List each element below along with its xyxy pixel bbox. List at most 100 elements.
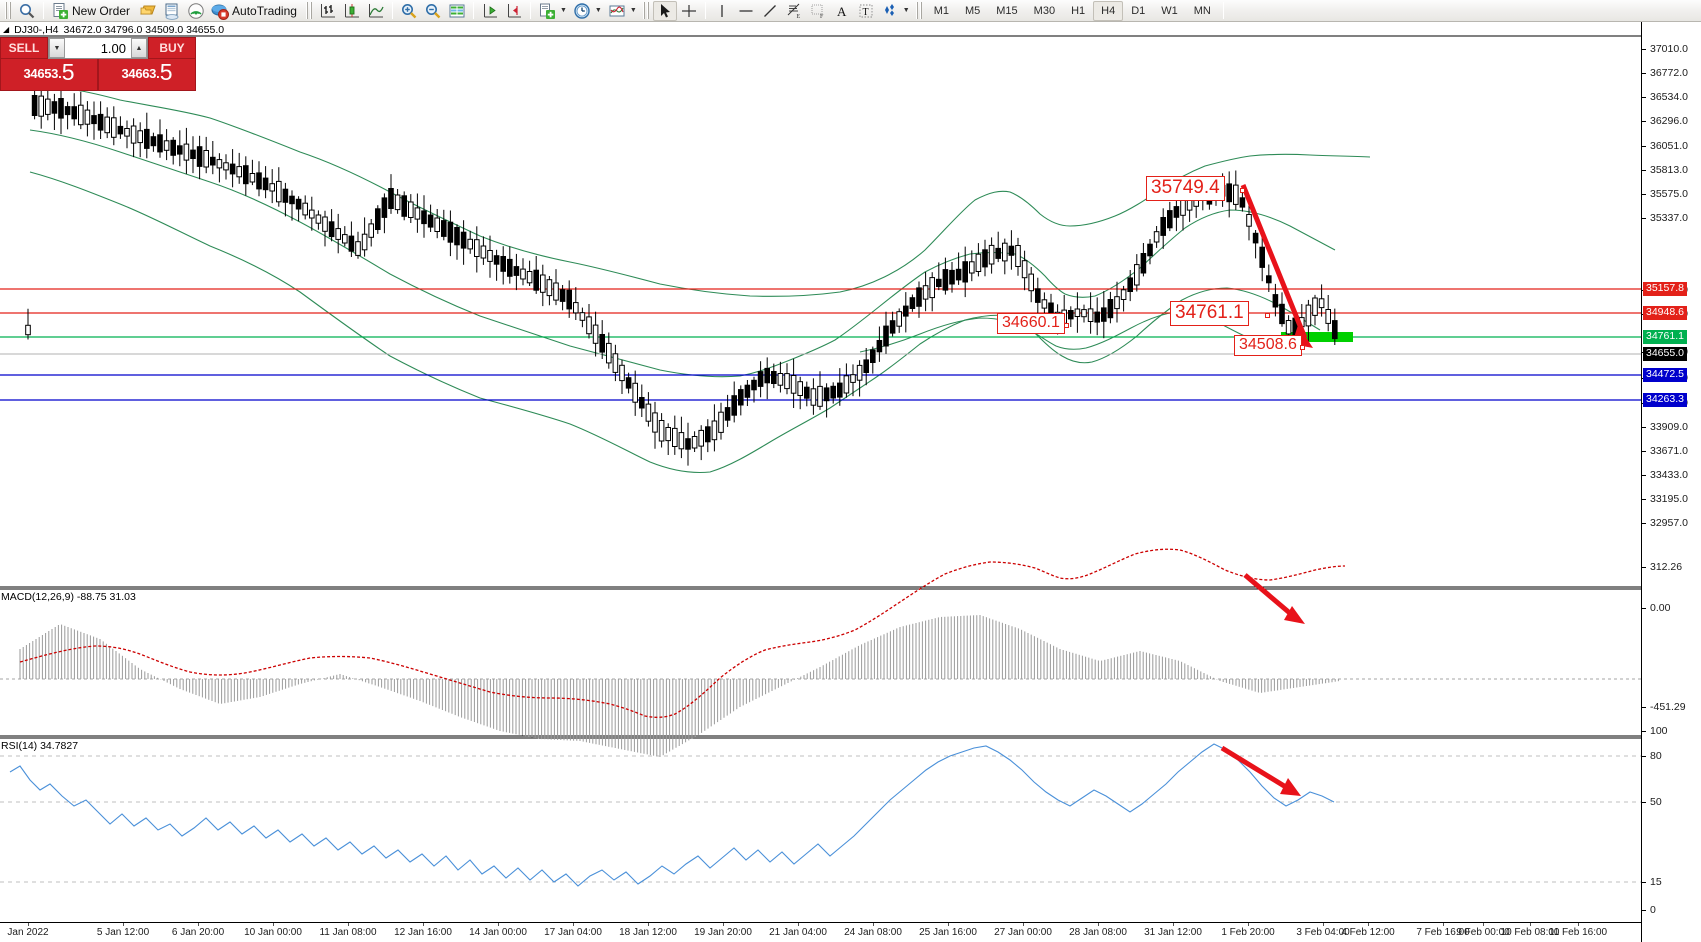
zoom-in-icon[interactable]: [397, 1, 421, 21]
annotation-34761[interactable]: 34761.1: [1170, 301, 1249, 326]
annotation-35749[interactable]: 35749.4: [1146, 176, 1225, 201]
time-tick-label: 18 Jan 12:00: [619, 927, 677, 938]
price-tick-label: 33433.0: [1650, 469, 1688, 481]
buy-price[interactable]: 34663 . 5: [98, 59, 196, 91]
bar-chart-icon[interactable]: [316, 1, 340, 21]
trend-arrow-main[interactable]: [1240, 184, 1308, 339]
autotrading-button[interactable]: AutoTrading: [208, 1, 303, 21]
line-chart-icon[interactable]: [364, 1, 388, 21]
vertical-line-icon[interactable]: [710, 1, 734, 21]
timeframe-m30[interactable]: M30: [1033, 4, 1056, 17]
chart-shift-icon[interactable]: [502, 1, 526, 21]
chevron-down-icon[interactable]: ▼: [559, 7, 567, 14]
rsi-tick-label: 80: [1650, 750, 1662, 762]
price-tick-mark: [1642, 499, 1646, 500]
candle-body: [830, 385, 837, 399]
zoom-out-icon[interactable]: [421, 1, 445, 21]
annotation-34508[interactable]: 34508.6: [1234, 335, 1302, 357]
magnifier-icon[interactable]: [15, 1, 39, 21]
one-click-trading-panel[interactable]: SELL ▼ 1.00 ▲ BUY 34653 . 5 34663 . 5: [0, 37, 196, 91]
candle-body: [302, 202, 308, 216]
price-tick-label: 35813.0: [1650, 164, 1688, 176]
trend-arrow-rsi[interactable]: [1220, 745, 1296, 795]
text-label-icon[interactable]: T: [854, 1, 878, 21]
folder-icon[interactable]: [136, 1, 160, 21]
time-tick-label: 11 Jan 08:00: [319, 927, 377, 938]
timeframe-m1[interactable]: M1: [933, 4, 949, 17]
timeframe-h1[interactable]: H1: [1071, 4, 1086, 17]
candle-body: [883, 325, 889, 347]
toolbar-grip[interactable]: [5, 2, 12, 19]
time-axis[interactable]: Jan 2022 5 Jan 12:00 6 Jan 20:00 10 Jan 00:…: [0, 922, 1641, 942]
navigator-icon[interactable]: [184, 1, 208, 21]
price-badge-35157-8[interactable]: 35157.8: [1643, 282, 1687, 296]
price-tick-mark: [1642, 427, 1646, 428]
terminal-icon[interactable]: [160, 1, 184, 21]
buy-price-separator: .: [156, 66, 160, 81]
timeframe-m5[interactable]: M5: [964, 4, 981, 17]
templates-button[interactable]: ▼: [605, 1, 640, 21]
volume-field[interactable]: ▼ 1.00 ▲: [48, 37, 148, 59]
annotation-handle-34508[interactable]: [1300, 345, 1305, 350]
fibonacci-icon[interactable]: E: [782, 1, 806, 21]
price-badge-34761-1[interactable]: 34761.1: [1643, 330, 1687, 344]
candle-body: [955, 268, 962, 281]
toolbar-grip-3[interactable]: [642, 2, 650, 19]
candlestick-chart-icon[interactable]: [340, 1, 364, 21]
sell-price[interactable]: 34653 . 5: [0, 59, 98, 91]
horizontal-line-icon[interactable]: [734, 1, 758, 21]
timeframe-m15[interactable]: M15: [996, 4, 1018, 17]
volume-value[interactable]: 1.00: [100, 40, 126, 56]
time-tick-mark: [1323, 923, 1324, 926]
timeframe-w1[interactable]: W1: [1161, 4, 1178, 17]
cursor-icon[interactable]: [652, 0, 677, 21]
macd-tick-label: -451.29: [1650, 701, 1686, 713]
chevron-down-icon-2[interactable]: ▼: [594, 7, 602, 14]
buy-button[interactable]: BUY: [148, 37, 196, 59]
candle-body: [1285, 320, 1292, 335]
demand-zone-highlight[interactable]: [1281, 332, 1353, 342]
crosshair-icon[interactable]: [677, 1, 701, 21]
annotation-handle-35749[interactable]: [1240, 188, 1245, 193]
channel-icon[interactable]: F: [806, 1, 830, 21]
price-axis[interactable]: 37010.0 36772.0 36534.0 36296.0 36051.0 35813…: [1641, 22, 1701, 942]
price-badge-34472-5[interactable]: 34472.5: [1643, 368, 1687, 382]
price-tick-label: 36772.0: [1650, 67, 1688, 79]
auto-scroll-icon[interactable]: [478, 1, 502, 21]
price-badge-34263-3[interactable]: 34263.3: [1643, 393, 1687, 407]
volume-decrement-button[interactable]: ▼: [49, 38, 65, 58]
chevron-down-icon-4[interactable]: ▼: [902, 7, 910, 14]
new-order-button[interactable]: New Order: [48, 1, 136, 21]
price-badge-34655-0[interactable]: 34655.0: [1643, 347, 1687, 361]
periods-button[interactable]: ▼: [570, 1, 605, 21]
candle-body: [348, 235, 355, 252]
timeframe-mn[interactable]: MN: [1193, 4, 1211, 17]
timeframe-h4[interactable]: H4: [1093, 0, 1124, 21]
shapes-button[interactable]: ▼: [878, 1, 913, 21]
price-badge-34948-6[interactable]: 34948.6: [1643, 306, 1687, 320]
toolbar-grip-4[interactable]: [915, 2, 923, 19]
sell-button[interactable]: SELL: [0, 37, 48, 59]
candle-body: [658, 420, 665, 442]
toolbar-grip-2[interactable]: [305, 2, 313, 19]
candle-body: [691, 436, 698, 449]
candle-body: [1160, 217, 1167, 236]
oct-controls-row: SELL ▼ 1.00 ▲ BUY: [0, 37, 196, 59]
annotation-handle-34660[interactable]: [1064, 323, 1069, 328]
timeframe-d1[interactable]: D1: [1131, 4, 1146, 17]
indicators-button[interactable]: ▼: [535, 1, 570, 21]
candle-body: [856, 364, 863, 381]
candle-body: [342, 234, 348, 244]
candle-body: [546, 279, 553, 297]
annotation-34660[interactable]: 34660.1: [997, 313, 1065, 335]
candle-body: [863, 359, 870, 373]
svg-text:A: A: [837, 4, 847, 19]
main-toolbar: New Order: [0, 0, 1701, 22]
trendline-icon[interactable]: [758, 1, 782, 21]
data-window-icon[interactable]: [445, 1, 469, 21]
chevron-down-icon-3[interactable]: ▼: [629, 7, 637, 14]
annotation-handle-34761[interactable]: [1265, 313, 1270, 318]
volume-increment-button[interactable]: ▲: [131, 38, 147, 58]
candle-body: [58, 98, 64, 119]
text-icon[interactable]: A: [830, 1, 854, 21]
